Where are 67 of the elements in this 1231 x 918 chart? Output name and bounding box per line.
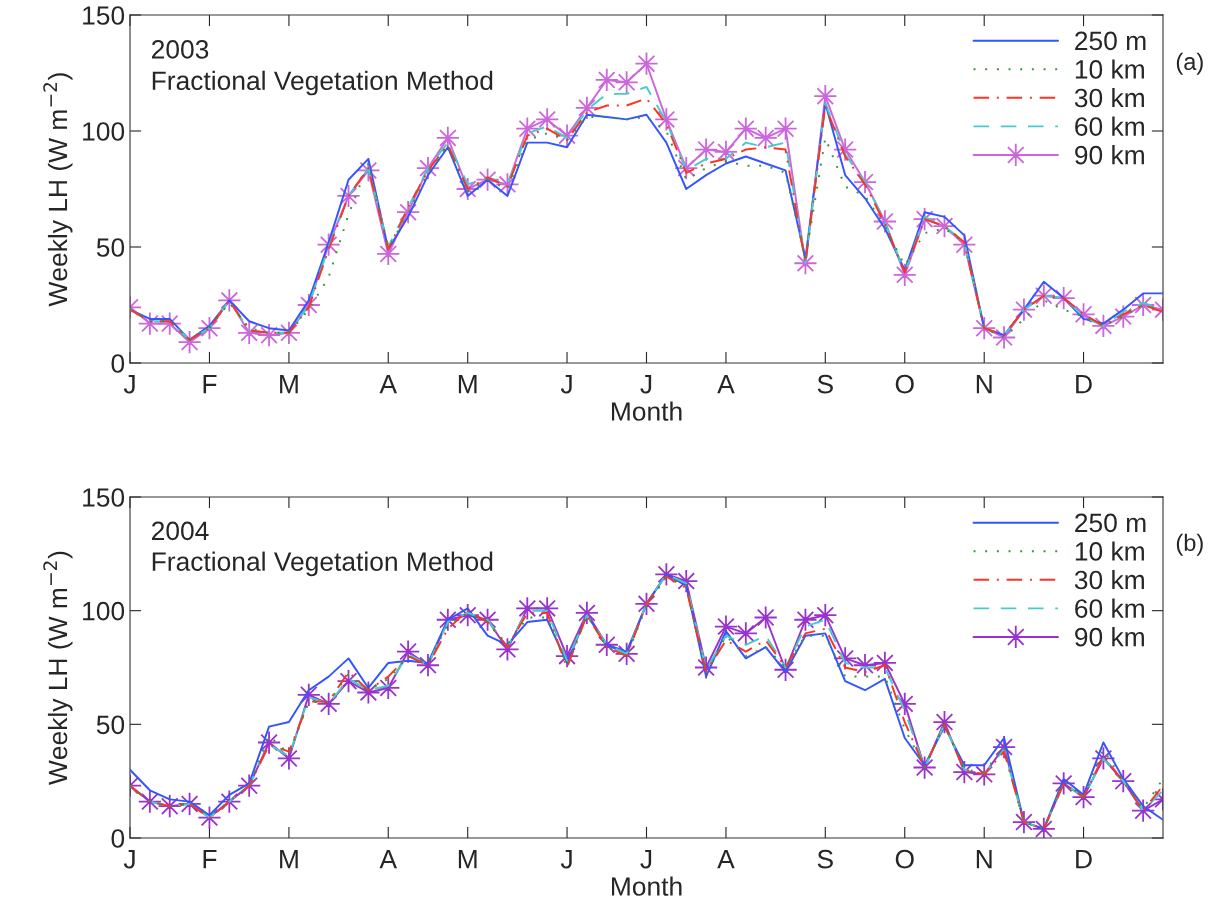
point <box>435 125 460 150</box>
legend-label: 10 km <box>1075 59 1144 79</box>
x-tick-label: O <box>895 849 914 869</box>
legend-label: 10 km <box>1075 541 1144 561</box>
x-tick-label: A <box>379 850 397 869</box>
legend-label: 250 m <box>1075 513 1146 533</box>
y-tick-label: 100 <box>83 122 125 141</box>
x-tick-label: J <box>123 850 135 869</box>
x-tick-label: J <box>640 850 652 869</box>
x-tick-label: A <box>717 850 735 869</box>
point <box>853 653 878 678</box>
y-tick-label: 150 <box>83 6 125 25</box>
annotation: Fractional Vegetation Method <box>152 70 493 96</box>
legend-label: 30 km <box>1074 87 1144 108</box>
point <box>415 653 440 678</box>
point <box>733 621 758 646</box>
legend-label: 30 km <box>1074 569 1144 590</box>
legend-label: 60 km <box>1075 116 1144 136</box>
point <box>574 600 599 625</box>
x-tick-label: M <box>458 375 477 394</box>
x-tick-label: A <box>717 375 735 394</box>
x-tick-label: M <box>280 375 298 394</box>
point <box>753 605 778 630</box>
x-tick-label: F <box>203 375 217 394</box>
x-tick-label: J <box>560 850 572 869</box>
x-tick-label: N <box>976 850 992 869</box>
y-axis-title: Weekly LH (W m$^{−2}$) <box>43 551 73 785</box>
y-tick-label: 0 <box>111 829 125 848</box>
x-tick-label: F <box>203 850 217 869</box>
point <box>614 70 639 95</box>
y-tick-label: 100 <box>83 601 125 621</box>
point <box>594 67 619 92</box>
text: (b) <box>1176 533 1203 556</box>
annotation: 2003 <box>151 40 209 59</box>
y-tick-label: 150 <box>83 488 125 507</box>
x-axis-title: Month <box>612 876 682 896</box>
x-tick-label: M <box>458 850 477 869</box>
point <box>257 323 282 348</box>
y-axis-title: Weekly LH (W m$^{−2}$) <box>43 73 73 307</box>
point <box>813 603 838 628</box>
y-tick-label: 50 <box>96 238 125 257</box>
point <box>733 116 758 141</box>
y-tick-label: 0 <box>111 354 125 373</box>
x-tick-label: D <box>1076 375 1092 394</box>
y-tick-label: 50 <box>96 715 125 735</box>
x-tick-label: J <box>123 375 135 394</box>
x-tick-label: D <box>1076 850 1092 869</box>
annotation: Fractional Vegetation Method <box>152 551 493 577</box>
x-axis-title: Month <box>612 401 682 421</box>
x-tick-label: S <box>817 849 833 869</box>
legend-label: 90 km <box>1075 145 1144 165</box>
x-tick-label: S <box>817 374 833 394</box>
text: (a) <box>1176 52 1203 75</box>
x-tick-label: A <box>379 375 397 394</box>
legend-label: 250 m <box>1075 31 1146 51</box>
point <box>634 51 659 76</box>
x-tick-label: N <box>976 375 992 394</box>
x-tick-label: M <box>280 850 298 869</box>
legend-label: 60 km <box>1075 598 1144 618</box>
annotation: 2004 <box>151 521 209 541</box>
legend-label: 90 km <box>1075 627 1144 647</box>
point <box>535 107 560 132</box>
x-tick-label: J <box>640 375 652 394</box>
x-tick-label: J <box>560 375 572 394</box>
point <box>773 116 798 141</box>
point <box>1031 816 1056 838</box>
x-tick-label: O <box>895 374 914 394</box>
